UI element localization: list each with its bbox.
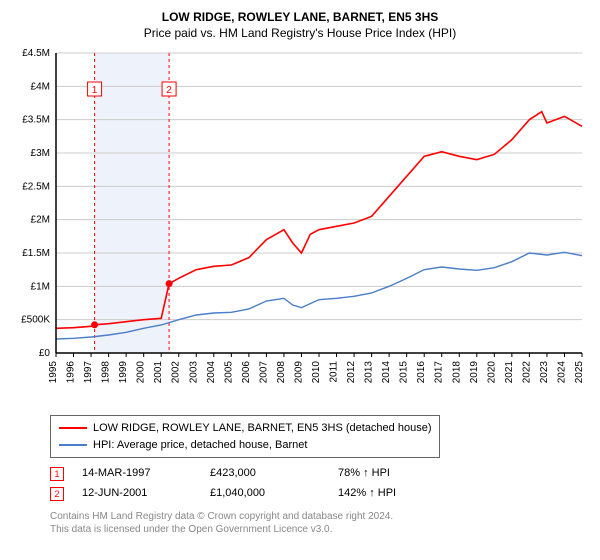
svg-text:2012: 2012 [346, 361, 357, 384]
svg-text:1997: 1997 [83, 361, 94, 384]
svg-text:2011: 2011 [329, 361, 340, 383]
svg-text:2019: 2019 [469, 361, 480, 384]
svg-text:1995: 1995 [48, 361, 59, 384]
footer-line-1: Contains HM Land Registry data © Crown c… [50, 510, 588, 523]
svg-text:2024: 2024 [556, 361, 567, 384]
event-price: £1,040,000 [210, 484, 320, 504]
svg-text:£2M: £2M [31, 215, 50, 226]
svg-text:£4M: £4M [31, 82, 50, 93]
svg-text:1998: 1998 [101, 361, 112, 384]
footer: Contains HM Land Registry data © Crown c… [50, 510, 588, 536]
svg-text:2025: 2025 [574, 361, 585, 384]
svg-text:2008: 2008 [276, 361, 287, 384]
event-row: 2 12-JUN-2001 £1,040,000 142% ↑ HPI [50, 484, 588, 504]
event-marker-icon: 1 [50, 467, 64, 481]
svg-text:2022: 2022 [521, 361, 532, 384]
svg-text:£1M: £1M [31, 282, 50, 293]
legend-swatch-1 [59, 427, 87, 429]
svg-text:2007: 2007 [258, 361, 269, 384]
event-pct: 78% ↑ HPI [338, 464, 390, 484]
svg-text:2001: 2001 [153, 361, 164, 384]
svg-text:2005: 2005 [223, 361, 234, 384]
svg-text:2023: 2023 [539, 361, 550, 384]
event-price: £423,000 [210, 464, 320, 484]
legend-row-2: HPI: Average price, detached house, Barn… [59, 437, 431, 454]
svg-text:2: 2 [166, 85, 172, 96]
svg-text:2002: 2002 [171, 361, 182, 384]
event-date: 12-JUN-2001 [82, 484, 192, 504]
svg-text:£2.5M: £2.5M [22, 182, 50, 193]
svg-text:2006: 2006 [241, 361, 252, 384]
chart-title: LOW RIDGE, ROWLEY LANE, BARNET, EN5 3HS [12, 10, 588, 26]
svg-text:1999: 1999 [118, 361, 129, 384]
svg-text:£3.5M: £3.5M [22, 115, 50, 126]
svg-text:2020: 2020 [486, 361, 497, 384]
svg-text:2017: 2017 [434, 361, 445, 384]
svg-text:£3M: £3M [31, 148, 50, 159]
event-marker-icon: 2 [50, 487, 64, 501]
svg-text:£4.5M: £4.5M [22, 48, 50, 59]
svg-text:2003: 2003 [188, 361, 199, 384]
svg-text:2004: 2004 [206, 361, 217, 384]
svg-text:2016: 2016 [416, 361, 427, 384]
svg-text:£500K: £500K [21, 315, 50, 326]
svg-text:2000: 2000 [136, 361, 147, 384]
legend-label-1: LOW RIDGE, ROWLEY LANE, BARNET, EN5 3HS … [93, 420, 431, 437]
svg-text:£0: £0 [39, 348, 51, 359]
legend-swatch-2 [59, 444, 87, 446]
svg-text:1996: 1996 [66, 361, 77, 384]
event-row: 1 14-MAR-1997 £423,000 78% ↑ HPI [50, 464, 588, 484]
event-list: 1 14-MAR-1997 £423,000 78% ↑ HPI 2 12-JUN-200… [12, 464, 588, 504]
svg-text:2013: 2013 [364, 361, 375, 384]
svg-text:2021: 2021 [504, 361, 515, 384]
event-date: 14-MAR-1997 [82, 464, 192, 484]
svg-text:2009: 2009 [293, 361, 304, 384]
svg-text:1: 1 [92, 85, 98, 96]
chart-area: £0 £500K £1M £1.5M £2M £2.5M £3M £3.5M £4M £4.5M 1… [12, 47, 588, 407]
svg-text:2014: 2014 [381, 361, 392, 384]
legend: LOW RIDGE, ROWLEY LANE, BARNET, EN5 3HS … [50, 415, 440, 458]
svg-text:£1.5M: £1.5M [22, 248, 50, 259]
event-pct: 142% ↑ HPI [338, 484, 396, 504]
svg-text:2018: 2018 [451, 361, 462, 384]
svg-text:2015: 2015 [399, 361, 410, 384]
line-chart-svg: £0 £500K £1M £1.5M £2M £2.5M £3M £3.5M £4M £4.5M 1… [12, 47, 588, 407]
footer-line-2: This data is licensed under the Open Gov… [50, 523, 588, 536]
legend-label-2: HPI: Average price, detached house, Barn… [93, 437, 307, 454]
svg-text:2010: 2010 [311, 361, 322, 384]
chart-subtitle: Price paid vs. HM Land Registry's House … [12, 26, 588, 42]
legend-row-1: LOW RIDGE, ROWLEY LANE, BARNET, EN5 3HS … [59, 420, 431, 437]
